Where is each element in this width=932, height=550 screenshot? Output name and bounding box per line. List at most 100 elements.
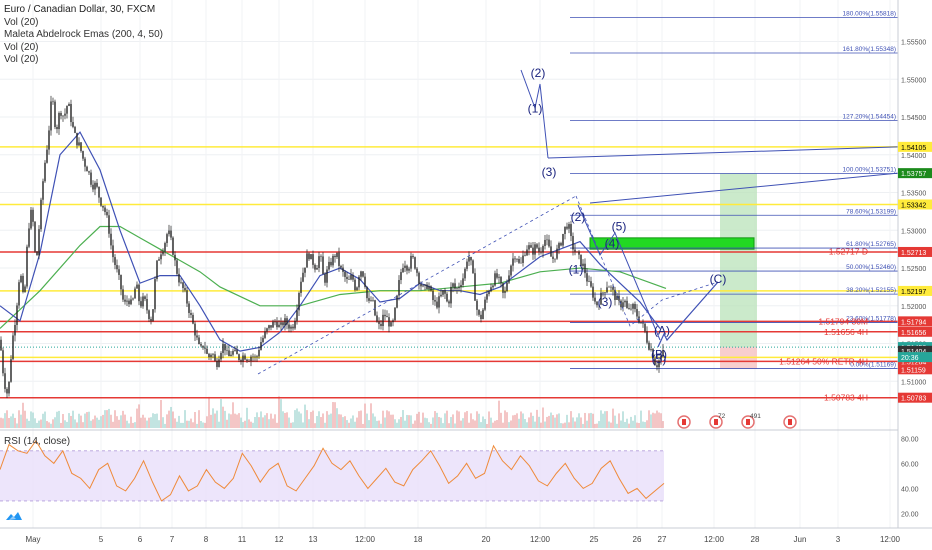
volume-bar bbox=[532, 415, 534, 428]
candle-body bbox=[138, 284, 140, 302]
time-tick-label: 27 bbox=[658, 535, 667, 544]
volume-bar bbox=[326, 411, 328, 428]
time-axis[interactable]: May 5 6 7 8 11 12 13 12:00 18 20 12:00 25 26 27 12:00 28… bbox=[0, 527, 932, 544]
candle-body bbox=[180, 282, 182, 284]
candle-body bbox=[172, 237, 174, 255]
candle-body bbox=[204, 347, 206, 349]
candle-body bbox=[386, 316, 388, 318]
volume-bar bbox=[460, 420, 462, 428]
fibonacci-extension[interactable]: 180.00%(1.55818) 161.80%(1.55348) 127.20%(… bbox=[570, 11, 898, 369]
time-tick-label: 12:00 bbox=[880, 535, 901, 544]
volume-bar bbox=[572, 417, 574, 428]
volume-bar bbox=[336, 408, 338, 428]
candle-body bbox=[388, 317, 390, 327]
legend-line[interactable]: Vol (20) bbox=[4, 54, 39, 65]
volume-bar bbox=[482, 416, 484, 428]
candle-body bbox=[56, 127, 58, 130]
volume-bar bbox=[142, 414, 144, 428]
fib-level-label: 161.80%(1.55348) bbox=[843, 46, 897, 53]
candle-body bbox=[104, 207, 106, 212]
time-tick-label: 7 bbox=[170, 535, 175, 544]
volume-bar bbox=[56, 411, 58, 428]
volume-bar bbox=[0, 417, 2, 428]
volume-bar bbox=[604, 411, 606, 428]
candle-body bbox=[24, 286, 26, 292]
legend-line[interactable]: Vol (20) bbox=[4, 41, 39, 53]
symbol-title[interactable]: Euro / Canadian Dollar, 30, FXCM bbox=[4, 4, 156, 15]
candle-body bbox=[398, 280, 400, 296]
horizontal-levels[interactable] bbox=[0, 146, 898, 399]
candle-body bbox=[528, 245, 530, 250]
volume-bar bbox=[36, 422, 38, 428]
candle-body bbox=[12, 335, 14, 360]
candle-body bbox=[124, 299, 126, 302]
candle-body bbox=[250, 356, 252, 362]
candle-body bbox=[414, 257, 416, 269]
volume-bar bbox=[168, 410, 170, 428]
volume-bar bbox=[74, 419, 76, 428]
candle-body bbox=[212, 354, 214, 355]
volume-bar bbox=[320, 417, 322, 428]
candle-body bbox=[572, 236, 574, 250]
event-markers[interactable]: 72 491 bbox=[677, 413, 797, 429]
legend-line[interactable]: Vol (20) bbox=[4, 16, 39, 28]
rsi-legend[interactable]: RSI (14, close) bbox=[4, 436, 71, 447]
volume-bar bbox=[548, 415, 550, 428]
candle-body bbox=[196, 335, 198, 338]
candle-body bbox=[188, 303, 190, 313]
candle-body bbox=[176, 260, 178, 274]
candle-body bbox=[660, 355, 662, 361]
volume-bars bbox=[0, 396, 664, 428]
candle-body bbox=[66, 105, 68, 114]
price-tag bbox=[898, 392, 932, 403]
time-tick-label: 25 bbox=[590, 535, 599, 544]
volume-bar bbox=[114, 410, 116, 428]
volume-bar bbox=[612, 408, 614, 428]
volume-bar bbox=[418, 411, 420, 428]
volume-bar bbox=[44, 411, 46, 428]
candle-body bbox=[552, 256, 554, 259]
volume-bar bbox=[402, 410, 404, 428]
candle-body bbox=[376, 315, 378, 322]
price-tag-label: 1.51264 bbox=[901, 359, 926, 366]
volume-bar bbox=[280, 399, 282, 428]
tradingview-logo-icon[interactable] bbox=[6, 510, 22, 522]
drawings[interactable] bbox=[257, 69, 899, 375]
volume-bar bbox=[16, 423, 18, 428]
candle-body bbox=[110, 233, 112, 246]
volume-bar bbox=[188, 420, 190, 428]
candle-body bbox=[4, 373, 6, 389]
candle-body bbox=[426, 284, 428, 289]
volume-bar bbox=[424, 417, 426, 428]
volume-bar bbox=[466, 411, 468, 428]
legend-line[interactable]: Maleta Abdelrock Emas (200, 4, 50) bbox=[4, 29, 163, 40]
candle-body bbox=[96, 182, 98, 187]
volume-bar bbox=[588, 413, 590, 428]
candle-body bbox=[606, 287, 608, 293]
wave-label: (B) bbox=[651, 348, 667, 362]
price-tick-label: 1.51000 bbox=[901, 379, 926, 386]
candle-body bbox=[126, 300, 128, 302]
volume-bar bbox=[140, 417, 142, 428]
volume-bar bbox=[194, 411, 196, 428]
price-axis[interactable]: 1.55500 1.55000 1.54500 1.54000 1.53500 1.530… bbox=[897, 0, 932, 550]
volume-bar bbox=[10, 416, 12, 428]
wave-label: (1) bbox=[528, 102, 543, 116]
time-tick-label: 12 bbox=[275, 535, 284, 544]
time-tick-label: Jun bbox=[794, 535, 807, 544]
volume-bar bbox=[520, 411, 522, 428]
volume-bar bbox=[428, 422, 430, 428]
candle-body bbox=[32, 209, 34, 222]
volume-bar bbox=[342, 417, 344, 428]
time-tick-label: May bbox=[25, 535, 40, 544]
volume-bar bbox=[220, 398, 222, 428]
candle-body bbox=[564, 226, 566, 234]
ema-lines bbox=[0, 131, 667, 352]
candle-body bbox=[482, 309, 484, 320]
time-tick-label: 12:00 bbox=[355, 535, 376, 544]
candle-body bbox=[262, 337, 264, 343]
candle-body bbox=[102, 205, 104, 208]
candle-body bbox=[500, 276, 502, 284]
